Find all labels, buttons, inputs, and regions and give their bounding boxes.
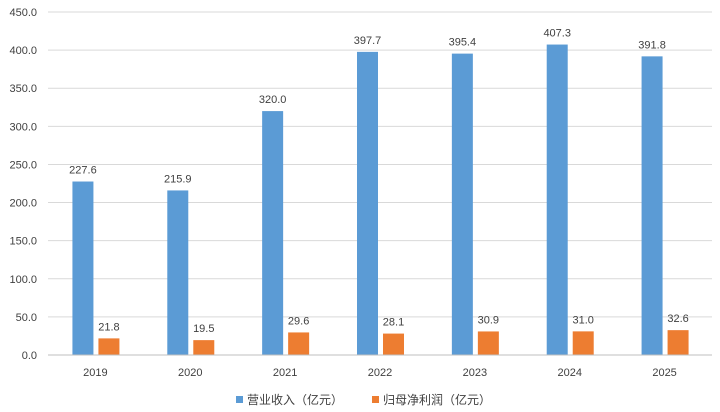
revenue-bar bbox=[357, 51, 378, 355]
y-tick-label: 100.0 bbox=[9, 274, 37, 286]
net-profit-bar bbox=[383, 333, 404, 355]
revenue-bar bbox=[72, 181, 94, 355]
data-labels: 227.6 21.8 215.9 19.5 320.0 29.6 397.7 28.1 395.… bbox=[69, 28, 689, 336]
legend-label-net-profit: 归母净利润（亿元） bbox=[383, 392, 491, 407]
legend-swatch-revenue bbox=[236, 396, 243, 403]
y-axis: 0.0 50.0 100.0 150.0 200.0 250.0 300.0 350.0 400… bbox=[9, 7, 37, 362]
net-profit-bar bbox=[193, 340, 215, 355]
revenue-bar bbox=[262, 111, 284, 355]
net-profit-data-label: 30.9 bbox=[478, 314, 499, 326]
revenue-data-label: 320.0 bbox=[259, 94, 287, 106]
y-tick-label: 400.0 bbox=[9, 45, 37, 57]
revenue-data-label: 397.7 bbox=[354, 35, 382, 47]
bars bbox=[72, 44, 689, 356]
net-profit-bar bbox=[667, 330, 689, 355]
y-tick-label: 150.0 bbox=[9, 236, 37, 248]
revenue-data-label: 395.4 bbox=[449, 37, 477, 49]
legend: 营业收入（亿元） 归母净利润（亿元） bbox=[236, 392, 491, 407]
legend-swatch-net-profit bbox=[372, 396, 379, 403]
y-tick-label: 0.0 bbox=[22, 350, 37, 362]
x-axis: 2019 2020 2021 2022 2023 2024 2025 bbox=[48, 354, 712, 379]
revenue-bar bbox=[451, 53, 473, 355]
y-tick-label: 350.0 bbox=[9, 83, 37, 95]
x-tick-label: 2019 bbox=[83, 367, 107, 379]
legend-label-revenue: 营业收入（亿元） bbox=[247, 392, 343, 407]
y-tick-label: 450.0 bbox=[9, 7, 37, 19]
gridlines bbox=[48, 11, 712, 356]
revenue-bar bbox=[546, 44, 568, 356]
x-tick-label: 2023 bbox=[463, 367, 487, 379]
y-tick-label: 250.0 bbox=[9, 159, 37, 171]
x-tick-label: 2020 bbox=[178, 367, 202, 379]
revenue-bar bbox=[167, 190, 189, 355]
x-tick-label: 2024 bbox=[557, 367, 581, 379]
revenue-data-label: 215.9 bbox=[164, 173, 192, 185]
net-profit-bar bbox=[98, 338, 120, 355]
net-profit-data-label: 31.0 bbox=[573, 314, 594, 326]
net-profit-bar bbox=[572, 331, 594, 355]
net-profit-data-label: 19.5 bbox=[193, 323, 214, 335]
x-tick-label: 2025 bbox=[652, 367, 676, 379]
revenue-data-label: 227.6 bbox=[69, 165, 97, 177]
net-profit-data-label: 32.6 bbox=[667, 313, 688, 325]
net-profit-data-label: 29.6 bbox=[288, 315, 309, 327]
x-tick-label: 2022 bbox=[368, 367, 392, 379]
net-profit-data-label: 21.8 bbox=[98, 321, 119, 333]
x-tick-label: 2021 bbox=[273, 367, 297, 379]
revenue-data-label: 391.8 bbox=[638, 39, 666, 51]
net-profit-bar bbox=[288, 332, 310, 355]
net-profit-data-label: 28.1 bbox=[383, 317, 404, 329]
y-tick-label: 50.0 bbox=[16, 312, 37, 324]
y-tick-label: 200.0 bbox=[9, 198, 37, 210]
revenue-data-label: 407.3 bbox=[543, 28, 571, 40]
y-tick-label: 300.0 bbox=[9, 121, 37, 133]
revenue-bar bbox=[641, 56, 663, 356]
net-profit-bar bbox=[477, 331, 499, 355]
